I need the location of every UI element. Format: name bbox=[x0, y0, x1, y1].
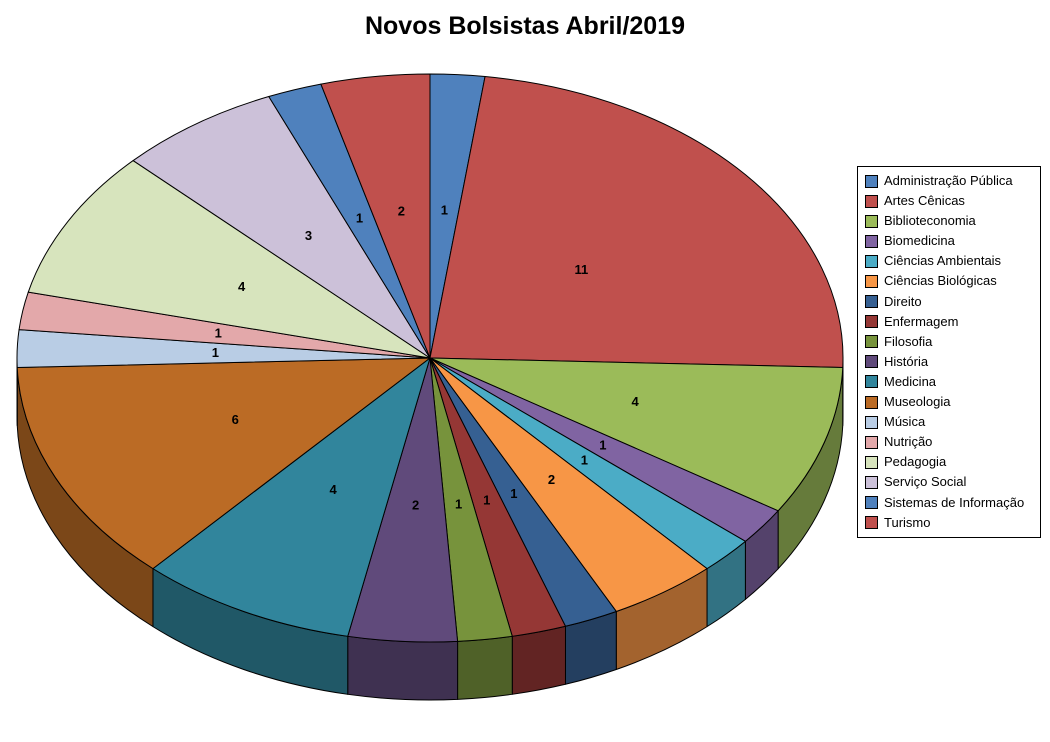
slice-value-label: 1 bbox=[581, 453, 588, 468]
chart-title: Novos Bolsistas Abril/2019 bbox=[364, 12, 686, 40]
slice-value-label: 2 bbox=[398, 204, 405, 219]
legend-swatch bbox=[865, 395, 878, 409]
legend-swatch bbox=[865, 174, 878, 188]
legend-label: Direito bbox=[884, 293, 922, 309]
legend-item: Sistemas de Informação bbox=[865, 494, 1035, 510]
legend-label: Biblioteconomia bbox=[884, 213, 976, 229]
legend-item: Música bbox=[865, 415, 1035, 429]
slice-value-label: 1 bbox=[441, 203, 448, 218]
slice-value-label: 2 bbox=[412, 497, 419, 512]
legend-label: História bbox=[884, 353, 929, 369]
slice-value-label: 3 bbox=[305, 228, 312, 243]
legend-item: Turismo bbox=[865, 514, 1035, 530]
pie-slice-side bbox=[457, 635, 513, 700]
legend-item: Ciências Ambientais bbox=[865, 254, 1035, 268]
legend-swatch bbox=[865, 516, 878, 530]
legend-label: Música bbox=[884, 414, 926, 430]
legend-swatch bbox=[865, 315, 878, 329]
legend-swatch bbox=[865, 194, 878, 208]
slice-value-label: 1 bbox=[212, 345, 219, 360]
slice-value-label: 1 bbox=[510, 486, 517, 501]
slice-value-label: 1 bbox=[455, 496, 462, 511]
legend-label: Filosofia bbox=[884, 333, 933, 349]
pie-slice bbox=[429, 76, 844, 368]
slice-value-label: 2 bbox=[548, 472, 555, 487]
legend-item: Enfermagem bbox=[865, 313, 1035, 329]
legend-item: Nutrição bbox=[865, 435, 1035, 449]
pie-slice bbox=[320, 73, 431, 359]
legend-swatch bbox=[865, 355, 878, 369]
legend: Administração Pública Artes Cênicas Biblio… bbox=[857, 166, 1041, 538]
legend-label: Nutrição bbox=[884, 434, 933, 450]
slice-value-label: 1 bbox=[483, 492, 490, 507]
legend-label: Ciências Ambientais bbox=[884, 253, 1002, 269]
legend-swatch bbox=[865, 234, 878, 248]
legend-item: Serviço Social bbox=[865, 475, 1035, 489]
legend-swatch bbox=[865, 274, 878, 288]
legend-swatch bbox=[865, 455, 878, 469]
legend-label: Sistemas de Informação bbox=[884, 494, 1025, 510]
legend-item: Ciências Biológicas bbox=[865, 274, 1035, 288]
legend-label: Museologia bbox=[884, 394, 951, 410]
legend-label: Serviço Social bbox=[884, 474, 967, 490]
legend-item: Museologia bbox=[865, 395, 1035, 409]
legend-label: Pedagogia bbox=[884, 454, 947, 470]
legend-swatch bbox=[865, 475, 878, 489]
legend-label: Turismo bbox=[884, 514, 931, 530]
legend-swatch bbox=[865, 375, 878, 389]
legend-label: Medicina bbox=[884, 373, 937, 389]
legend-swatch bbox=[865, 335, 878, 349]
pie-slice bbox=[152, 357, 431, 637]
legend-swatch bbox=[865, 254, 878, 268]
legend-item: Filosofia bbox=[865, 333, 1035, 349]
legend-swatch bbox=[865, 415, 878, 429]
slice-value-label: 4 bbox=[632, 394, 640, 409]
legend-item: História bbox=[865, 353, 1035, 369]
slice-value-label: 4 bbox=[330, 482, 338, 497]
legend-swatch bbox=[865, 214, 878, 228]
legend-swatch bbox=[865, 435, 878, 449]
legend-item: Pedagogia bbox=[865, 455, 1035, 469]
pie-slice-side bbox=[511, 625, 566, 695]
legend-swatch bbox=[865, 295, 878, 309]
legend-label: Ciências Biológicas bbox=[884, 273, 997, 289]
legend-label: Administração Pública bbox=[884, 173, 1013, 188]
legend-item: Artes Cênicas bbox=[865, 194, 1035, 208]
legend-item: Medicina bbox=[865, 373, 1035, 389]
slice-value-label: 11 bbox=[575, 262, 589, 277]
legend-item: Biblioteconomia bbox=[865, 214, 1035, 228]
slice-value-label: 4 bbox=[238, 279, 246, 294]
pie-slice bbox=[27, 160, 431, 359]
legend-label: Enfermagem bbox=[884, 313, 959, 329]
legend-label: Biomedicina bbox=[884, 233, 955, 249]
legend-label: Artes Cênicas bbox=[884, 193, 965, 209]
legend-item: Direito bbox=[865, 293, 1035, 309]
slice-value-label: 6 bbox=[232, 412, 239, 427]
pie-slice-side bbox=[347, 635, 459, 701]
legend-item: Biomedicina bbox=[865, 234, 1035, 248]
pie-slice bbox=[132, 96, 431, 359]
legend-item: Administração Pública bbox=[865, 174, 1035, 188]
slice-value-label: 1 bbox=[599, 438, 606, 453]
legend-swatch bbox=[865, 496, 878, 509]
pie-slice bbox=[16, 357, 431, 570]
pie-slice bbox=[429, 357, 844, 512]
slice-value-label: 1 bbox=[356, 210, 363, 225]
slice-value-label: 1 bbox=[215, 325, 222, 340]
